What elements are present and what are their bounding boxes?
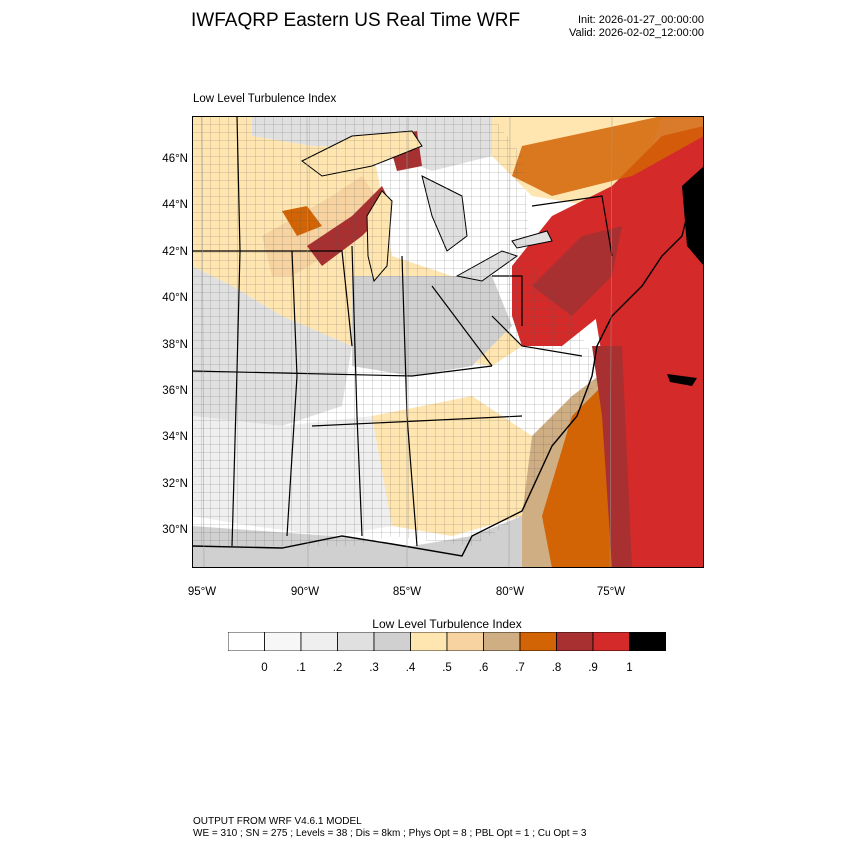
colorbar-label: .8 [551, 662, 562, 674]
page-title: IWFAQRP Eastern US Real Time WRF [191, 10, 521, 31]
colorbar-label: .5 [442, 662, 452, 674]
colorbar [228, 632, 666, 651]
colorbar-swatch [300, 632, 338, 651]
graticule [201, 116, 613, 568]
colorbar-label: .9 [588, 662, 598, 674]
colorbar-label: 0 [261, 662, 268, 674]
model-info: OUTPUT FROM WRF V4.6.1 MODEL WE = 310 ; … [193, 816, 586, 840]
colorbar-title: Low Level Turbulence Index [372, 617, 522, 631]
lon-label: 95°W [187, 586, 217, 598]
lat-label: 44°N [162, 199, 188, 211]
colorbar-swatch [373, 632, 411, 651]
county-lines [192, 116, 602, 546]
colorbar-swatch [446, 632, 484, 651]
model-info-line2: WE = 310 ; SN = 275 ; Levels = 38 ; Dis … [193, 828, 587, 839]
lat-label: 36°N [162, 385, 188, 397]
lon-label: 90°W [290, 586, 320, 598]
lat-label: 34°N [162, 431, 188, 443]
colorbar-swatch [519, 632, 557, 651]
colorbar-label: .7 [515, 662, 525, 674]
lon-label: 75°W [596, 586, 626, 598]
colorbar-label: .3 [369, 662, 379, 674]
model-info-line1: OUTPUT FROM WRF V4.6.1 MODEL [193, 816, 362, 827]
coastline [192, 175, 704, 557]
run-times: Init: 2026-01-27_00:00:00 Valid: 2026-02… [520, 14, 704, 40]
colorbar-swatch [264, 632, 302, 651]
colorbar-label: .1 [296, 662, 306, 674]
colorbar-label: .4 [405, 662, 416, 674]
map-title: Low Level Turbulence Index [193, 93, 337, 105]
colorbar-swatch [228, 632, 265, 651]
colorbar-swatch [629, 632, 666, 651]
colorbar-swatch [556, 632, 594, 651]
colorbar-swatch [410, 632, 448, 651]
turbulence-map [192, 116, 704, 568]
colorbar-label: .2 [332, 662, 343, 674]
colorbar-label: 1 [626, 662, 633, 674]
field-quebec-orange [512, 116, 704, 196]
colorbar-label: .6 [478, 662, 489, 674]
lat-label: 46°N [162, 153, 188, 165]
lat-label: 30°N [162, 524, 188, 536]
colorbar-swatch [483, 632, 521, 651]
lon-label: 80°W [495, 586, 525, 598]
lat-label: 42°N [162, 246, 188, 258]
colorbar-swatch [337, 632, 375, 651]
valid-time: Valid: 2026-02-02_12:00:00 [569, 27, 704, 39]
field-offshore-black-spot [667, 374, 697, 386]
field-maine-black [682, 166, 704, 266]
lat-label: 40°N [162, 292, 188, 304]
lat-label: 32°N [162, 478, 188, 490]
init-time: Init: 2026-01-27_00:00:00 [578, 14, 704, 26]
lon-label: 85°W [392, 586, 422, 598]
colorbar-swatch [592, 632, 630, 651]
lat-label: 38°N [162, 339, 188, 351]
field-offshore-darkred [592, 346, 632, 568]
field-northeast-darkred [532, 226, 622, 316]
